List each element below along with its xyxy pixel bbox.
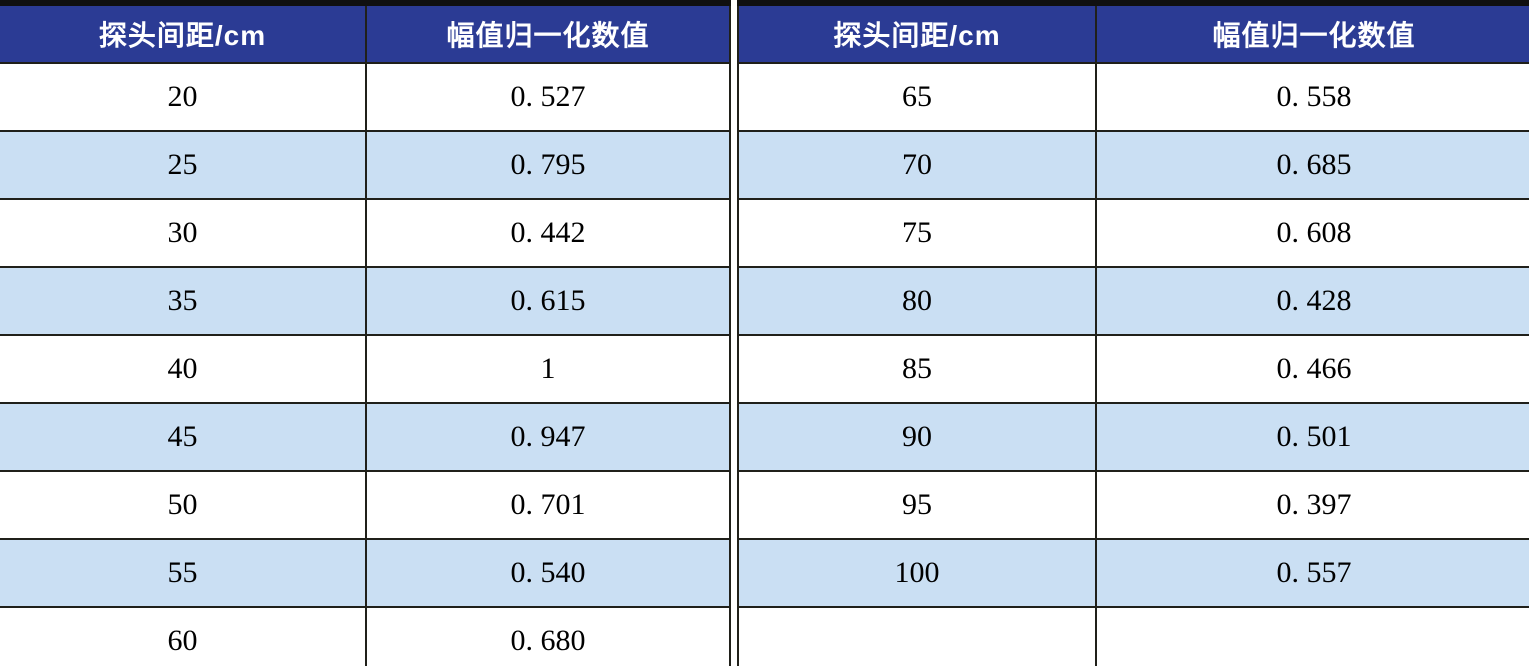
- table-cell: 40: [0, 334, 367, 404]
- table-row: 25 0. 795: [0, 130, 731, 200]
- table-cell: 0. 501: [1095, 402, 1529, 472]
- table-row: 85 0. 466: [737, 334, 1529, 404]
- center-divider-gap: [731, 0, 737, 666]
- table-row: 70 0. 685: [737, 130, 1529, 200]
- table-cell: 70: [737, 130, 1097, 200]
- column-header-normalized-amplitude: 幅值归一化数值: [365, 3, 731, 64]
- table-cell: 95: [737, 470, 1097, 540]
- table-cell: 0. 428: [1095, 266, 1529, 336]
- header-row: 探头间距/cm 幅值归一化数值: [0, 3, 731, 64]
- table-cell: 100: [737, 538, 1097, 608]
- table-cell: [737, 606, 1097, 666]
- table-row: 35 0. 615: [0, 266, 731, 336]
- table-cell: 1: [365, 334, 731, 404]
- left-table-header: 探头间距/cm 幅值归一化数值: [0, 3, 731, 64]
- table-cell: 0. 442: [365, 198, 731, 268]
- table-row: 30 0. 442: [0, 198, 731, 268]
- table-cell: 65: [737, 62, 1097, 132]
- column-header-probe-spacing: 探头间距/cm: [0, 3, 367, 64]
- right-table-body: 65 0. 558 70 0. 685 75 0. 608 80 0. 428 85 0. 466…: [737, 62, 1529, 666]
- table-cell: 25: [0, 130, 367, 200]
- column-header-probe-spacing: 探头间距/cm: [737, 3, 1097, 64]
- table-cell: 0. 795: [365, 130, 731, 200]
- table-row: 90 0. 501: [737, 402, 1529, 472]
- table-row: 20 0. 527: [0, 62, 731, 132]
- table-cell: 45: [0, 402, 367, 472]
- table-cell: 0. 557: [1095, 538, 1529, 608]
- table-cell: 85: [737, 334, 1097, 404]
- table-cell: 0. 540: [365, 538, 731, 608]
- table-cell: 0. 680: [365, 606, 731, 666]
- table-row: 50 0. 701: [0, 470, 731, 540]
- table-cell: 0. 685: [1095, 130, 1529, 200]
- header-row: 探头间距/cm 幅值归一化数值: [737, 3, 1529, 64]
- left-table: 探头间距/cm 幅值归一化数值 20 0. 527 25 0. 795 30 0. 442…: [0, 0, 731, 666]
- right-table: 探头间距/cm 幅值归一化数值 65 0. 558 70 0. 685 75 0. 608…: [737, 0, 1529, 666]
- table-cell: 0. 558: [1095, 62, 1529, 132]
- right-table-header: 探头间距/cm 幅值归一化数值: [737, 3, 1529, 64]
- left-table-body: 20 0. 527 25 0. 795 30 0. 442 35 0. 615 40 1 45 0. …: [0, 62, 731, 666]
- table-cell: 90: [737, 402, 1097, 472]
- table-cell: 55: [0, 538, 367, 608]
- table-row: 45 0. 947: [0, 402, 731, 472]
- table-row: [737, 606, 1529, 666]
- table-cell: 20: [0, 62, 367, 132]
- table-row: 95 0. 397: [737, 470, 1529, 540]
- table-cell: 0. 527: [365, 62, 731, 132]
- table-row: 80 0. 428: [737, 266, 1529, 336]
- table-row: 55 0. 540: [0, 538, 731, 608]
- table-cell: 0. 608: [1095, 198, 1529, 268]
- table-cell: 30: [0, 198, 367, 268]
- table-cell: 50: [0, 470, 367, 540]
- table-cell: 80: [737, 266, 1097, 336]
- table-cell: 0. 397: [1095, 470, 1529, 540]
- table-cell: 0. 947: [365, 402, 731, 472]
- table-cell: 75: [737, 198, 1097, 268]
- table-cell: 0. 466: [1095, 334, 1529, 404]
- table-cell: 35: [0, 266, 367, 336]
- table-cell: 0. 701: [365, 470, 731, 540]
- table-row: 100 0. 557: [737, 538, 1529, 608]
- column-header-normalized-amplitude: 幅值归一化数值: [1095, 3, 1529, 64]
- table-row: 40 1: [0, 334, 731, 404]
- table-cell: [1095, 606, 1529, 666]
- table-cell: 60: [0, 606, 367, 666]
- table-cell: 0. 615: [365, 266, 731, 336]
- table-row: 75 0. 608: [737, 198, 1529, 268]
- table-row: 60 0. 680: [0, 606, 731, 666]
- table-row: 65 0. 558: [737, 62, 1529, 132]
